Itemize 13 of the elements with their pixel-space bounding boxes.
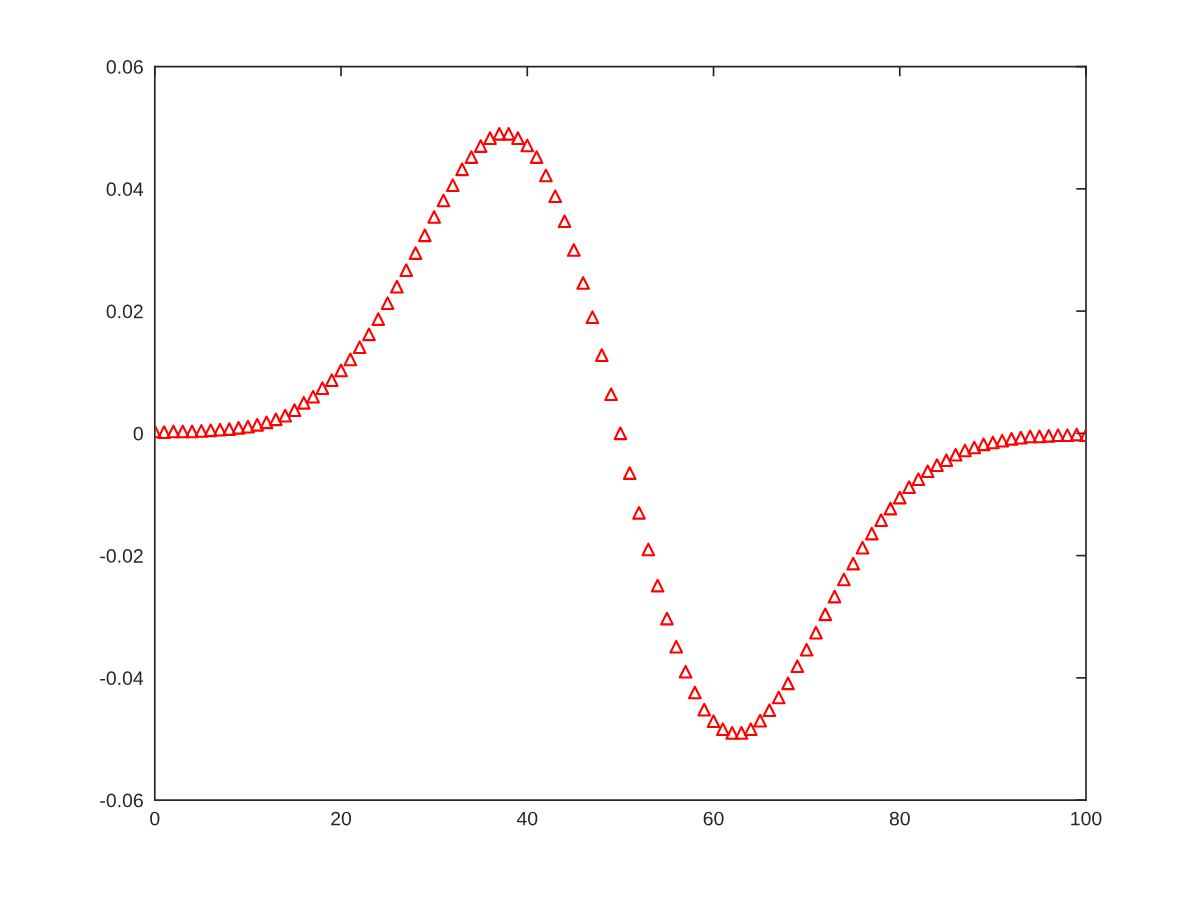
y-tick-label: 0.06 — [106, 60, 143, 74]
y-tick-label: 0.02 — [106, 304, 143, 319]
x-tick-label: 100 — [1071, 811, 1102, 826]
x-tick-label: 60 — [703, 811, 724, 826]
x-tick-label: 80 — [889, 811, 910, 826]
y-tick-label: 0 — [133, 426, 143, 441]
y-tick-label: -0.04 — [100, 671, 144, 686]
x-tick-label: 40 — [516, 811, 538, 826]
x-tick-label: 20 — [331, 811, 352, 826]
x-tick-label: 0 — [150, 811, 160, 826]
y-tick-label: -0.02 — [100, 549, 143, 563]
y-tick-label: 0.04 — [106, 182, 144, 197]
y-tick-label: -0.06 — [100, 793, 143, 808]
